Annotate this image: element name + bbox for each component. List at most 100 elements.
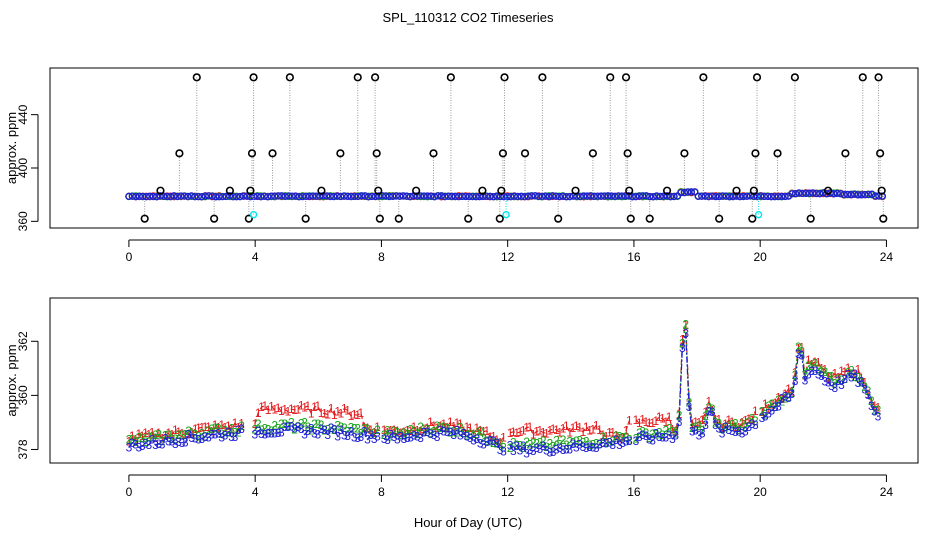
series-3-label: 3 [132, 437, 139, 451]
series-3-label: 3 [285, 420, 292, 434]
outlier-point-19 [375, 214, 384, 223]
series-3-label: 3 [719, 427, 726, 441]
series-1-label: 1 [261, 399, 268, 413]
baseline-point [326, 192, 334, 201]
series-3-label: 3 [769, 404, 776, 418]
outlier-point-6 [244, 214, 253, 223]
outlier-point-7 [246, 186, 255, 195]
outlier-point-55 [858, 73, 867, 82]
series-2-label: 2 [159, 434, 166, 448]
series-3-label: 3 [656, 430, 663, 444]
baseline-point [309, 192, 317, 200]
series-1-label: 1 [404, 423, 411, 437]
x-tick-label-2-6: 24 [880, 485, 894, 499]
series-2-label: 2 [619, 431, 626, 445]
baseline-point [659, 192, 668, 200]
series-1-label: 1 [808, 357, 815, 371]
baseline-point [774, 192, 782, 201]
baseline-point [482, 192, 491, 200]
series-2-label: 2 [331, 423, 338, 437]
x-tick-label-2-0: 0 [126, 485, 133, 499]
series-3-label: 3 [265, 426, 272, 440]
outlier-point-10 [268, 149, 277, 158]
series-3-label: 3 [414, 430, 421, 444]
baseline-point [128, 192, 137, 200]
baseline-point [722, 192, 730, 200]
series-1-label: 1 [805, 353, 812, 367]
series-2-label: 2 [212, 421, 219, 435]
series-3-label: 3 [331, 422, 338, 436]
baseline-point [455, 192, 463, 201]
y-tick-label-2-0: 378 [16, 439, 30, 459]
series-1-label: 1 [258, 400, 265, 414]
series-1-label: 1 [699, 413, 706, 427]
series-2-label: 2 [712, 415, 719, 429]
series-2-label: 2 [775, 393, 782, 407]
baseline-point [423, 192, 432, 200]
outlier-point-53 [823, 186, 833, 195]
series-3-label: 3 [136, 441, 143, 455]
series-3-label: 3 [696, 429, 703, 443]
baseline-point [281, 192, 289, 201]
series-2-label: 2 [238, 419, 245, 433]
series-3-label: 3 [546, 445, 553, 459]
series-2-label: 2 [560, 433, 567, 447]
y-axis-label-2: approx. ppm [4, 344, 19, 416]
baseline-point [493, 192, 501, 200]
series-3-label: 3 [490, 434, 497, 448]
series-1-label: 1 [583, 420, 590, 434]
series-3-label: 3 [782, 390, 789, 404]
series-1-label: 1 [417, 424, 424, 438]
series-3-label: 3 [742, 425, 749, 439]
series-1-label: 1 [235, 420, 242, 434]
series-3-label: 3 [139, 439, 146, 453]
series-3-label: 3 [258, 427, 265, 441]
series-3-label: 3 [354, 431, 361, 445]
series-3-label: 3 [749, 417, 756, 431]
baseline-point [142, 193, 150, 201]
series-1-label: 1 [772, 396, 779, 410]
outlier-point-5 [225, 186, 235, 195]
series-3-label: 3 [609, 438, 616, 452]
series-3-label: 3 [155, 437, 162, 451]
series-1-label: 1 [550, 422, 557, 436]
series-3-label: 3 [464, 430, 471, 444]
baseline-point [462, 192, 470, 201]
series-3-label: 3 [633, 434, 640, 448]
series-3-label: 3 [825, 376, 832, 390]
outlier-point-36 [621, 73, 631, 82]
series-2-label: 2 [338, 420, 345, 434]
series-3-label: 3 [861, 383, 868, 397]
series-2-label: 2 [457, 421, 464, 435]
series-2-label: 2 [706, 401, 713, 415]
series-1-label: 1 [414, 424, 421, 438]
series-2-label: 2 [381, 428, 388, 442]
series-2-label: 2 [570, 436, 577, 450]
series-3-label: 3 [855, 376, 862, 390]
series-1-label: 1 [202, 420, 209, 434]
series-3-label: 3 [643, 429, 650, 443]
baseline-point [521, 193, 529, 201]
series-1-label: 1 [815, 356, 822, 370]
series-2-label: 2 [298, 416, 305, 430]
series-3-label: 3 [513, 439, 520, 453]
series-2-label: 2 [235, 425, 242, 439]
x-tick-label-1-0: 0 [126, 250, 133, 264]
series-2-label: 2 [328, 421, 335, 435]
series-2-label: 2 [510, 435, 517, 449]
series-2-label: 2 [228, 422, 235, 436]
series-3-label: 3 [646, 432, 653, 446]
series-1-label: 1 [457, 417, 464, 431]
series-2-label: 2 [566, 435, 573, 449]
series-3-label: 3 [725, 423, 732, 437]
series-3-label: 3 [268, 427, 275, 441]
baseline-point [347, 192, 355, 201]
series-1-label: 1 [493, 433, 500, 447]
series-2-label: 2 [500, 440, 507, 454]
series-2-label: 2 [384, 423, 391, 437]
baseline-point [691, 188, 699, 196]
series-3-label: 3 [788, 387, 795, 401]
series-1-label: 1 [185, 427, 192, 441]
baseline-point [458, 192, 466, 201]
baseline-point [843, 190, 852, 199]
